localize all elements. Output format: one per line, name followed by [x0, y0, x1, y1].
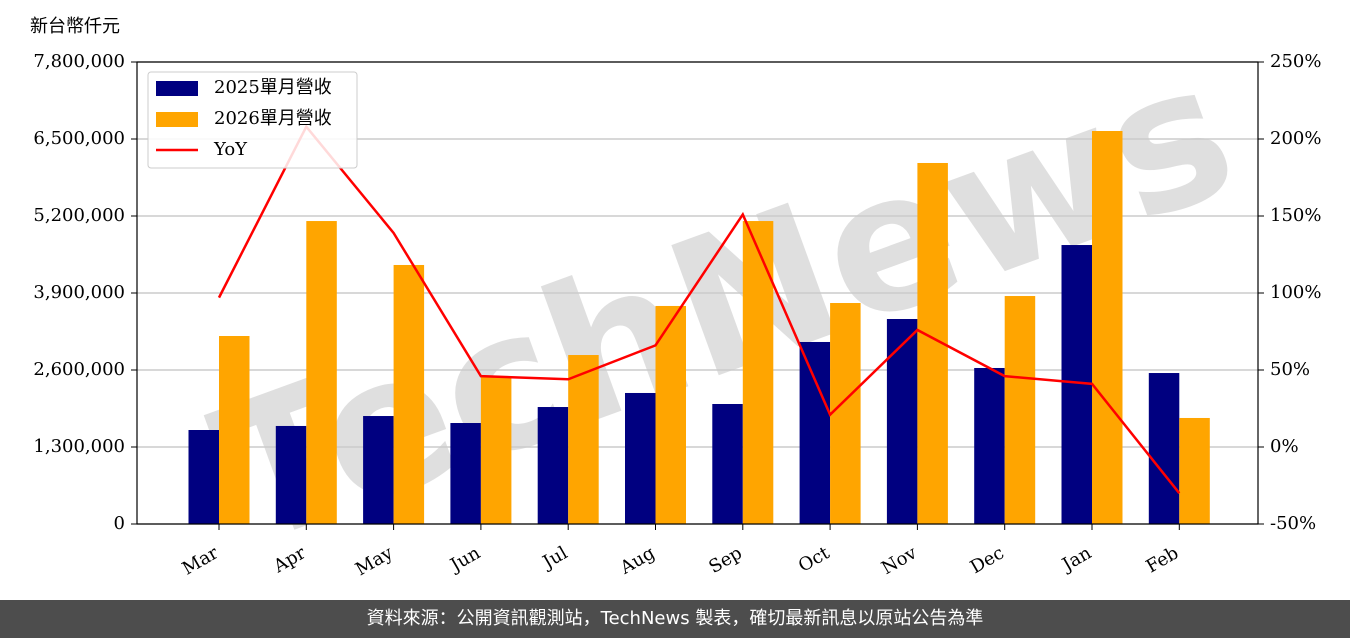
legend-box: [147, 71, 358, 169]
bar: [537, 407, 569, 524]
y2-tick-label: 250%: [1270, 51, 1321, 72]
y-tick-label: 7,800,000: [33, 51, 125, 72]
line: [217, 124, 1181, 494]
y2-tick-label: 200%: [1270, 128, 1321, 149]
y2-tick-label: 50%: [1270, 359, 1310, 380]
y-tick-label: 5,200,000: [33, 205, 125, 226]
bar: [712, 403, 743, 524]
bar: [275, 425, 307, 524]
legend-swatch: [156, 112, 198, 127]
legend-swatch: [156, 81, 198, 96]
x-tick-label: Nov: [878, 542, 921, 579]
y2-tick-label: 150%: [1270, 205, 1321, 226]
x-tick-label: Oct: [795, 542, 834, 577]
x-tick-label: Feb: [1143, 542, 1183, 577]
x-tick-label: Mar: [179, 542, 223, 579]
y2-tick-label: -50%: [1270, 513, 1316, 534]
x-tick-label: Dec: [967, 542, 1008, 578]
bar: [1092, 131, 1123, 524]
bar: [655, 305, 686, 524]
bar: [742, 221, 774, 525]
y-tick-label: 6,500,000: [33, 128, 125, 149]
bar: [974, 367, 1005, 524]
x-tick-label: Sep: [705, 542, 745, 577]
y-tick-label: 3,900,000: [33, 282, 125, 303]
bar: [1179, 417, 1210, 524]
source-note: 資料來源：公開資訊觀測站，TechNews 製表，確切最新訊息以原站公告為準: [367, 608, 984, 629]
bar: [393, 264, 425, 524]
bar: [830, 303, 861, 524]
y-axis-title: 新台幣仟元: [30, 16, 120, 37]
legend-label: YoY: [213, 139, 248, 160]
y-tick-label: 2,600,000: [33, 359, 125, 380]
x-tick-label: Jan: [1057, 542, 1095, 576]
legend: 2025單月營收 2026單月營收 YoY: [147, 71, 358, 169]
y-tick-label: 0: [114, 513, 125, 534]
y-tick-label: 1,300,000: [33, 436, 125, 457]
y2-tick-label: 0%: [1270, 436, 1299, 457]
y2-tick-label: 100%: [1270, 282, 1321, 303]
legend-label: 2026單月營收: [214, 108, 332, 129]
bar: [1004, 296, 1036, 524]
bar: [219, 336, 250, 524]
x-tick-label: Jul: [538, 542, 572, 574]
bar: [799, 341, 831, 524]
bar: [306, 221, 337, 525]
bar: [450, 423, 481, 524]
bar: [363, 416, 394, 524]
bar: [480, 376, 512, 524]
bar: [625, 392, 656, 524]
bar: [568, 355, 599, 524]
legend-label: 2025單月營收: [214, 77, 332, 98]
plot-frame: [136, 61, 1259, 525]
bar: [1148, 373, 1180, 524]
footer-band: [0, 600, 1350, 638]
x-tick-label: Aug: [616, 542, 659, 579]
x-tick-label: Jun: [445, 542, 484, 577]
bar: [188, 430, 219, 524]
bar: [886, 319, 918, 524]
